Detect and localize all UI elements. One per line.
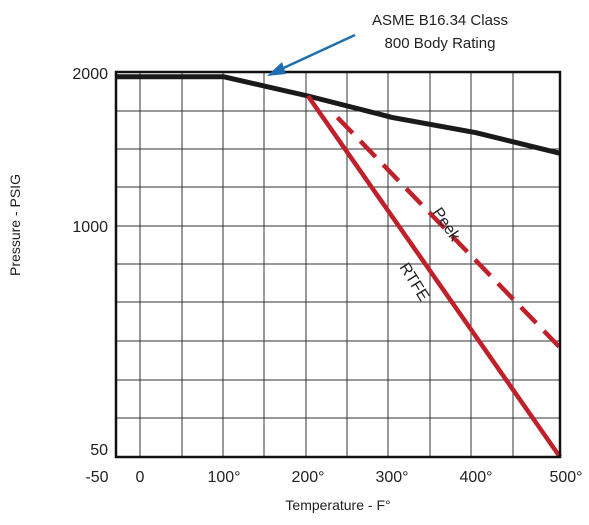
x-tick-label: 300° [375, 469, 408, 486]
y-tick-label: 2000 [72, 66, 108, 83]
x-tick-label: 200° [291, 469, 324, 486]
annotation-arrow [276, 33, 356, 73]
y-tick-label: 1000 [72, 219, 108, 236]
series-line-body-rating [116, 74, 561, 156]
x-tick-label: 100° [207, 469, 240, 486]
annotation-line-2: 800 Body Rating [385, 35, 496, 52]
annotation-arrowhead [267, 62, 286, 76]
plot-frame [114, 70, 562, 459]
annotation-line-1: ASME B16.34 Class [372, 12, 508, 29]
chart-series [116, 74, 562, 459]
annotation: ASME B16.34 Class 800 Body Rating [267, 12, 508, 76]
x-tick-label: 0 [136, 469, 145, 486]
chart-grid [116, 72, 560, 457]
series-label-peek: Peek [429, 205, 464, 246]
y-tick-label: 50 [90, 442, 108, 459]
tick-labels: -50 0 100° 200° 300° 400° 500° 50 1000 2000 [72, 66, 582, 486]
x-tick-label: -50 [85, 469, 108, 486]
y-axis-title: Pressure - PSIG [7, 174, 23, 276]
series-line-rtfe [306, 94, 562, 459]
x-tick-label: 500° [549, 469, 582, 486]
x-tick-label: 400° [459, 469, 492, 486]
x-axis-title: Temperature - F° [285, 497, 390, 513]
series-line-peek [335, 115, 562, 350]
